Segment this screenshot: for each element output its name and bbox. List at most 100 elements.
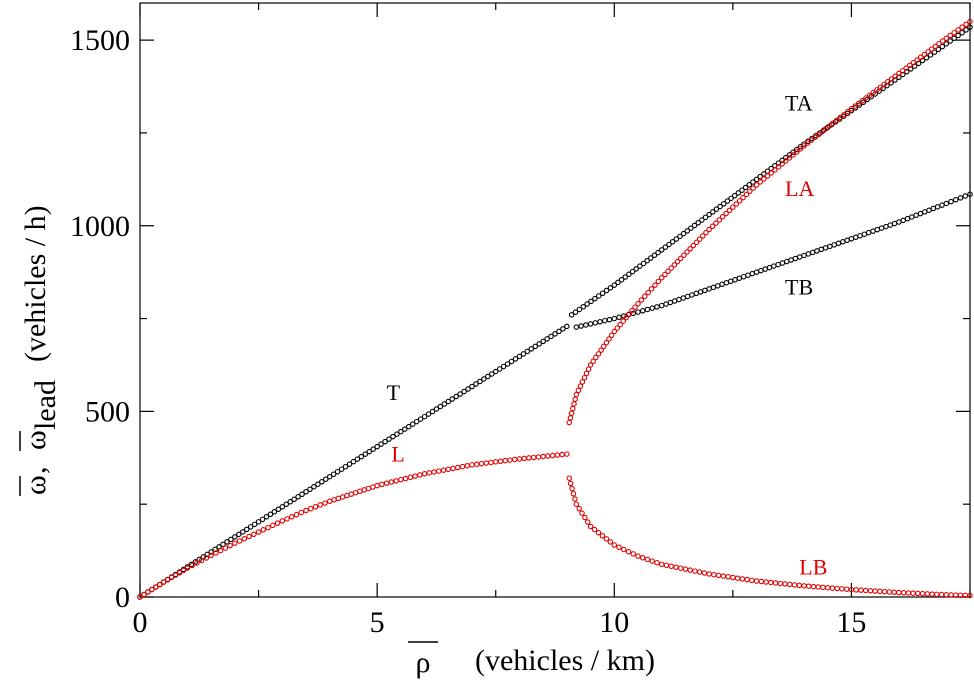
trace-dot: [540, 338, 546, 345]
trace-dot: [951, 35, 957, 42]
trace-dot: [413, 418, 420, 425]
trace-dot: [536, 341, 542, 347]
trace-dot: [719, 281, 725, 288]
ticks: [139, 3, 971, 598]
data-point: [326, 498, 333, 504]
trace-dot: [936, 40, 942, 47]
trace-dot: [883, 223, 889, 230]
data-point: [137, 594, 143, 600]
trace-dot: [717, 203, 723, 210]
trace-dot: [247, 524, 254, 530]
trace-dot: [662, 244, 669, 250]
trace-dot: [758, 578, 765, 585]
trace-dot: [149, 586, 155, 593]
trace-dot: [649, 305, 655, 311]
trace-dot: [900, 590, 907, 596]
trace-dot: [338, 466, 345, 472]
trace-dot: [749, 270, 756, 277]
data-point: [943, 41, 950, 47]
trace-dot: [593, 354, 599, 361]
trace-dot: [739, 187, 745, 193]
trace-dot: [429, 408, 436, 415]
trace-dot: [702, 214, 709, 221]
trace-dot: [590, 358, 596, 365]
trace-dot: [275, 506, 282, 513]
trace-dot: [877, 84, 884, 90]
trace-dot: [477, 378, 483, 385]
trace-dot: [402, 426, 408, 432]
trace-dot: [713, 206, 720, 212]
trace-dot: [857, 232, 863, 239]
trace-dot: [926, 207, 932, 213]
trace-dot: [575, 387, 582, 394]
trace-dot: [823, 126, 829, 132]
data-point: [801, 252, 807, 259]
series-LA: [566, 18, 973, 426]
trace-dot: [583, 370, 590, 377]
trace-dot: [189, 562, 195, 569]
trace-dot: [648, 255, 654, 261]
trace-dot: [180, 567, 187, 574]
trace-dot: [739, 576, 746, 582]
trace-dot: [417, 416, 424, 422]
data-point: [967, 191, 973, 197]
trace-dot: [852, 234, 859, 240]
data-point: [184, 565, 191, 571]
data-point: [658, 247, 665, 253]
trace-dot: [951, 29, 957, 36]
trace-dot: [323, 476, 329, 482]
data-point: [232, 540, 238, 546]
trace-dot: [693, 290, 699, 297]
trace-dot: [168, 574, 175, 581]
trace-dot: [461, 388, 467, 395]
trace-dot: [735, 190, 742, 196]
trace-dot: [648, 286, 655, 292]
data-point: [706, 211, 712, 218]
trace-dot: [626, 271, 632, 278]
trace-dot: [596, 293, 602, 299]
trace-dot: [924, 591, 931, 597]
trace-dot: [645, 289, 651, 296]
data-point: [896, 70, 902, 77]
trace-dot: [639, 308, 646, 314]
trace-dot: [592, 295, 598, 302]
trace-dot: [953, 197, 959, 203]
trace-dot: [711, 571, 717, 578]
trace-dot: [834, 585, 840, 592]
trace-dot: [870, 89, 877, 96]
data-point: [943, 35, 950, 42]
data-point: [706, 286, 712, 292]
data-point: [753, 182, 760, 188]
trace-dot: [607, 285, 614, 291]
trace-dot: [677, 565, 684, 571]
trace-dot: [726, 207, 733, 214]
y-axis-unit: (vehicles / h): [19, 205, 52, 362]
trace-dot: [725, 574, 731, 580]
trace-dot: [822, 245, 829, 251]
series-L: [137, 451, 570, 600]
trace-dot: [939, 43, 946, 50]
trace-dot: [607, 539, 614, 545]
trace-dot: [606, 316, 613, 323]
trace-dot: [758, 267, 764, 274]
trace-dot: [792, 255, 799, 262]
trace-dot: [766, 264, 773, 271]
data-point: [516, 456, 523, 462]
trace-dot: [289, 513, 295, 520]
trace-dot: [584, 301, 590, 307]
trace-dot: [246, 533, 252, 540]
trace-dot: [361, 487, 367, 493]
trace-dot: [858, 587, 864, 593]
trace-dot: [576, 306, 583, 313]
x-axis-symbol: ρ: [416, 646, 431, 679]
data-point: [967, 592, 973, 599]
trace-dot: [910, 59, 917, 66]
trace-dot: [644, 306, 651, 313]
trace-dot: [668, 563, 674, 570]
trace-dot: [548, 333, 554, 340]
data-point: [611, 542, 618, 548]
trace-dot: [398, 428, 404, 435]
trace-dot: [797, 144, 804, 150]
trace-dot: [445, 398, 452, 405]
trace-dot: [576, 505, 582, 512]
